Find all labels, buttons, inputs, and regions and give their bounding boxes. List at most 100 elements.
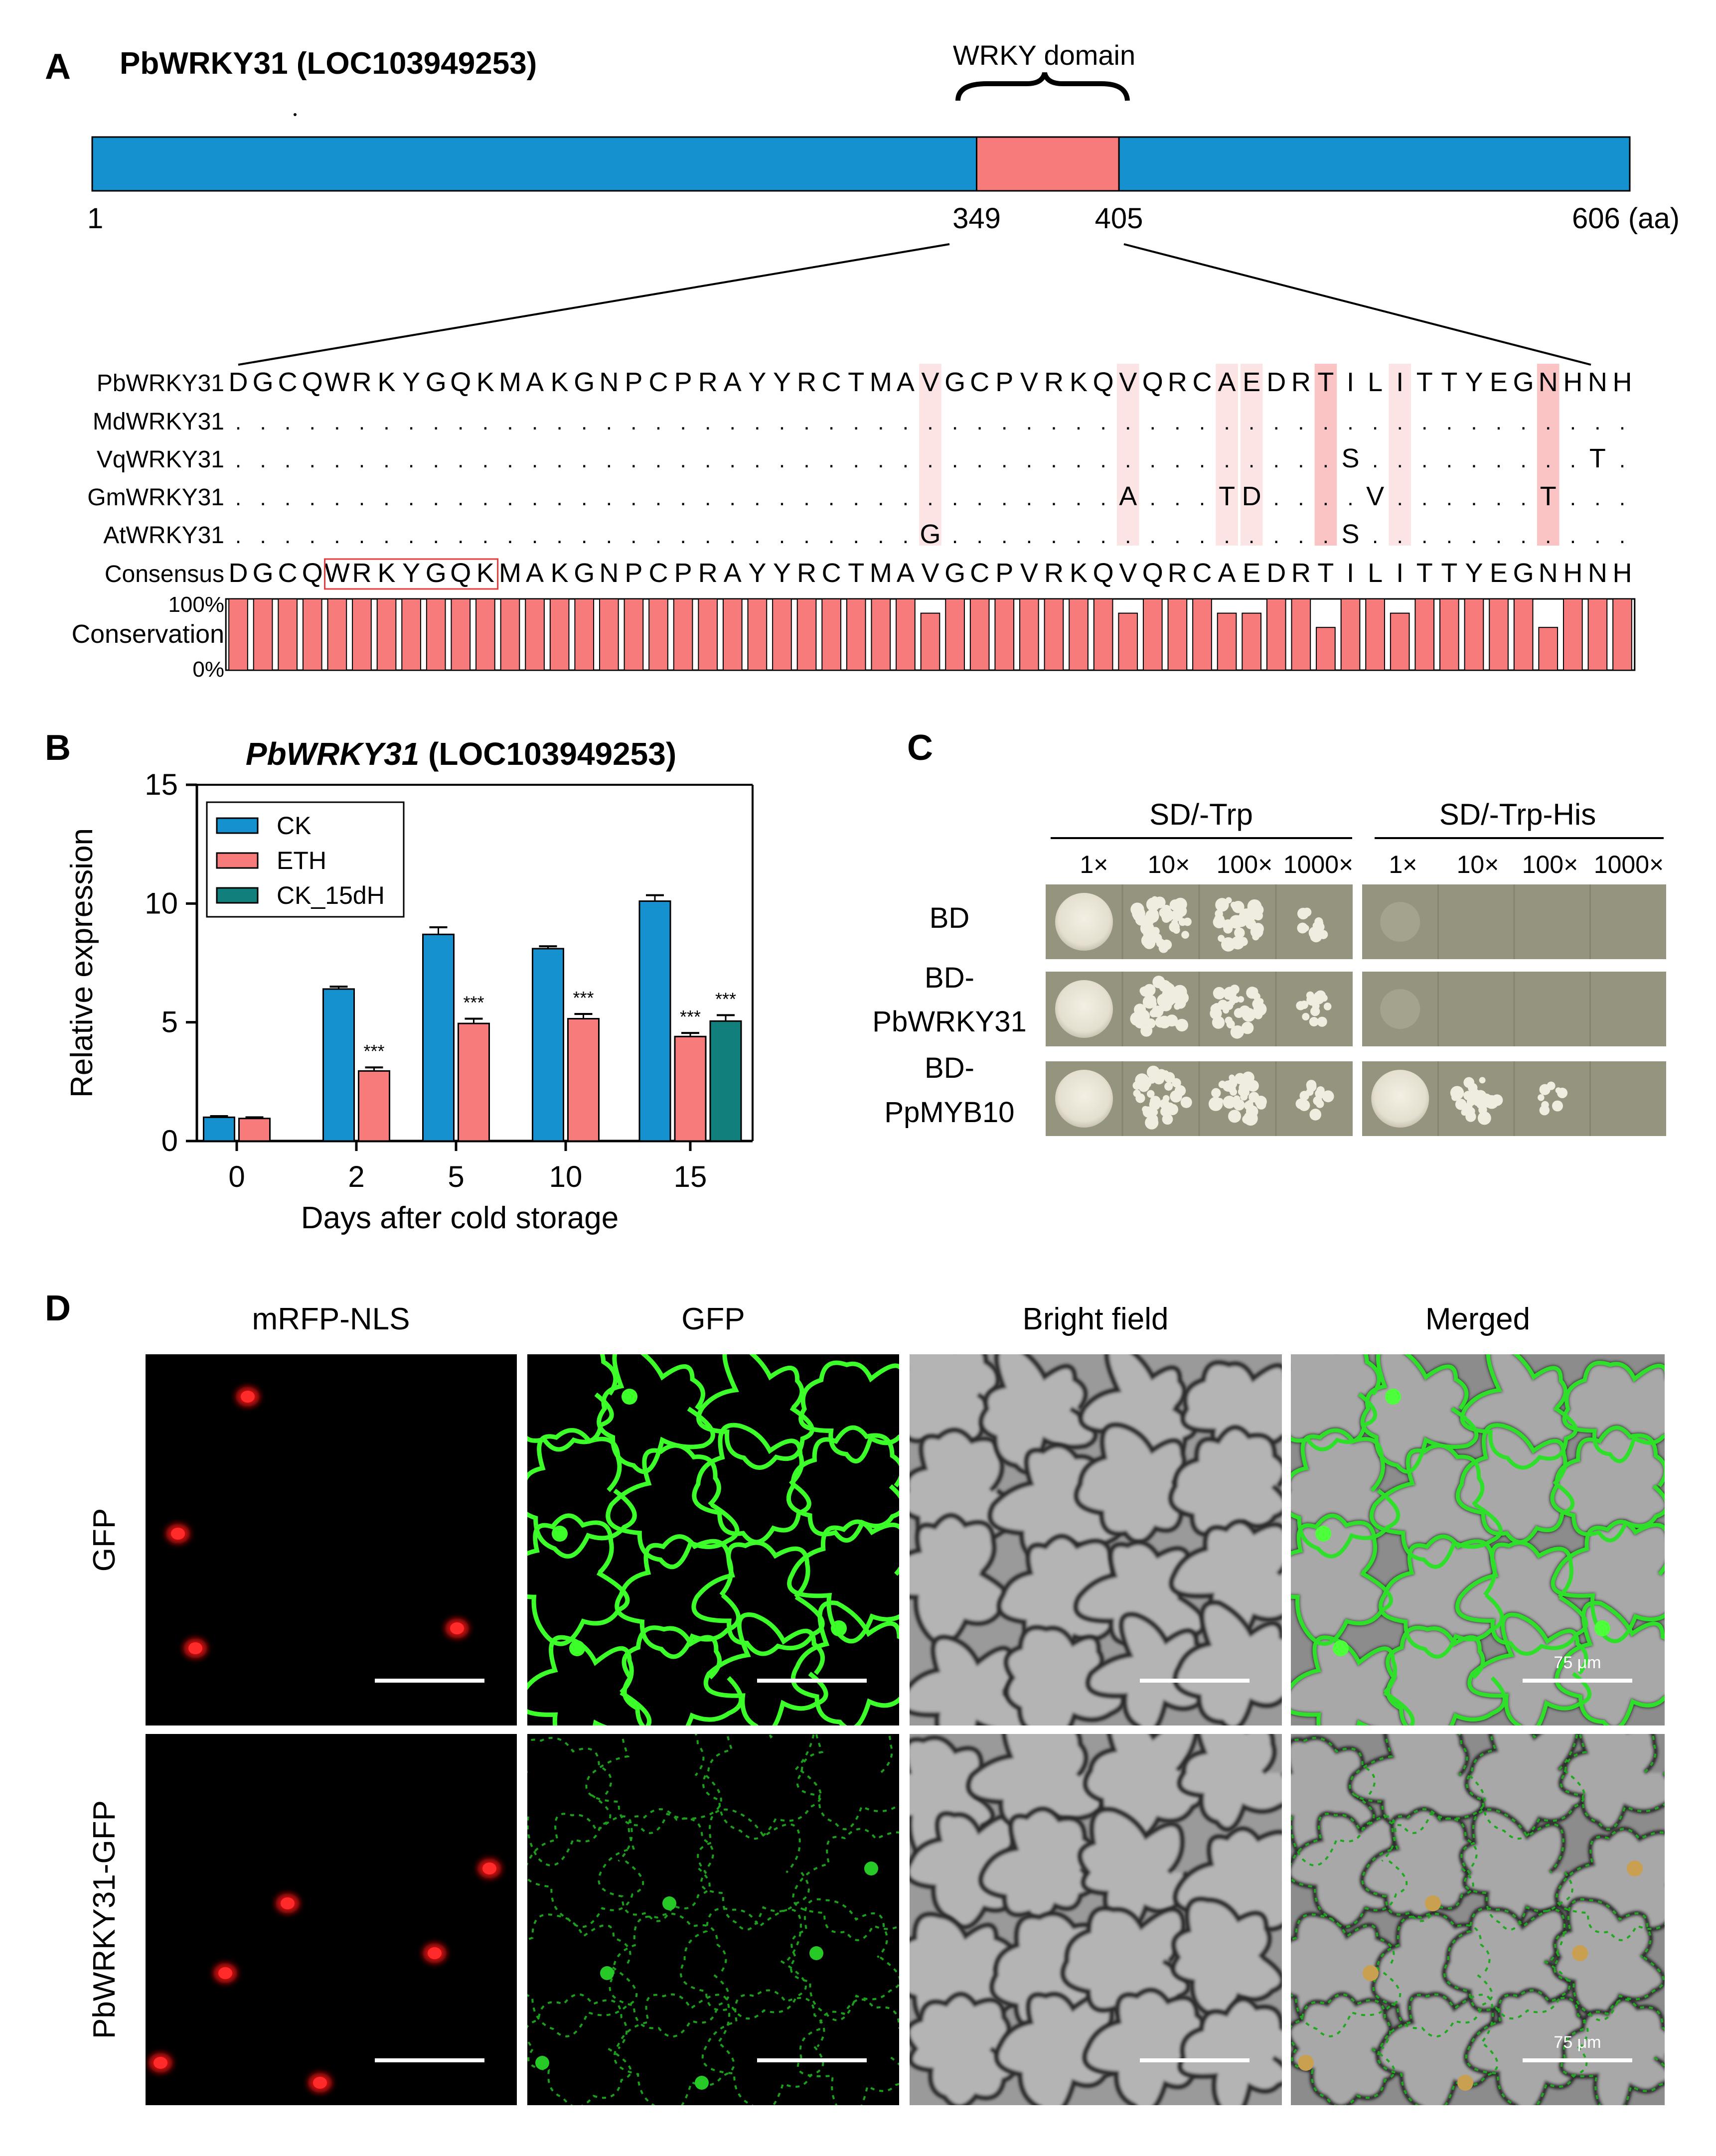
cell-wall (1177, 1734, 1282, 1832)
residue: . (779, 524, 785, 548)
yeast-spot (1371, 1070, 1429, 1128)
legend-swatch (216, 817, 259, 834)
medium-label: SD/-Trp (1149, 798, 1253, 831)
residue: . (1570, 524, 1576, 548)
merged-nucleus (1425, 1895, 1441, 1911)
residue: . (1150, 448, 1156, 472)
cell-wall (910, 1513, 1012, 1647)
conservation-bar (352, 598, 372, 671)
y-axis-label: Relative expression (65, 828, 99, 1098)
position-tick-label: 1 (87, 202, 103, 235)
conservation-bar (673, 598, 693, 671)
residue: . (754, 410, 760, 434)
merged-gfp-membrane (1369, 1443, 1503, 1569)
residue: P (624, 367, 642, 397)
legend-swatch (216, 887, 259, 904)
colony (1555, 1087, 1561, 1094)
rfp-nucleus-core (154, 2057, 167, 2069)
residue: Y (402, 367, 420, 397)
residue: . (1298, 486, 1304, 510)
dilution-label: 10× (1457, 851, 1499, 878)
colony (1230, 1025, 1244, 1039)
gfp-nucleus (831, 1620, 847, 1636)
colony (1455, 1099, 1467, 1110)
residue: A (1218, 367, 1236, 397)
merged-gfp-membrane (1562, 1361, 1665, 1463)
colony (1244, 1101, 1253, 1111)
residue: P (624, 558, 642, 588)
residue: . (1174, 524, 1180, 548)
variable-column-highlight (1240, 364, 1263, 546)
residue: I (1396, 367, 1404, 397)
residue: . (1471, 486, 1477, 510)
residue: . (1125, 448, 1131, 472)
colony (1310, 1006, 1320, 1016)
residue: . (952, 410, 958, 434)
y-tick-label: 5 (161, 1006, 178, 1039)
residue: . (408, 486, 414, 510)
residue: S (1342, 443, 1360, 473)
colony (1146, 1065, 1160, 1079)
rfp-nucleus-core (281, 1897, 295, 1909)
panel-c-label: C (907, 728, 933, 768)
residue: Q (450, 558, 471, 588)
residue: . (1051, 410, 1057, 434)
colony (1479, 1077, 1486, 1084)
residue: . (1446, 410, 1452, 434)
colony (1538, 1094, 1545, 1101)
significance-marker: *** (363, 1041, 384, 1061)
dilution-label: 10× (1148, 851, 1190, 878)
colony (1155, 1016, 1167, 1028)
residue: . (853, 448, 859, 472)
residue: Q (302, 558, 323, 588)
residue: Y (773, 558, 791, 588)
expression-bar-chart: 0 5 10 15 Relative expression Days after cold… (65, 768, 754, 1235)
residue: M (870, 367, 892, 397)
rfp-nucleus-core (218, 1967, 232, 1979)
variable-column-highlight (1314, 364, 1337, 546)
residue: . (680, 524, 686, 548)
colony (1234, 937, 1245, 947)
merged-cells (1291, 1734, 1665, 2105)
conservation-bar (302, 598, 322, 671)
residue: . (878, 448, 884, 472)
conservation-bottom-label: 0% (192, 657, 224, 682)
colony (1217, 1098, 1224, 1104)
colony (1181, 931, 1189, 939)
panel-d-label: D (45, 1289, 71, 1328)
residue: T (1416, 367, 1433, 397)
cell-wall (1552, 1896, 1665, 2023)
colony (1150, 1096, 1161, 1107)
merged-nucleus (1333, 1640, 1349, 1656)
residue: G (1513, 367, 1534, 397)
cell-wall (1169, 1519, 1282, 1644)
residue: . (1001, 524, 1007, 548)
colony (1451, 1094, 1459, 1101)
cell-wall (1086, 1612, 1211, 1725)
residue: C (1192, 558, 1212, 588)
conservation-top-label: 100% (168, 592, 224, 617)
significance-marker: *** (463, 993, 484, 1013)
colony (1173, 926, 1180, 934)
wrky-domain-block (976, 136, 1120, 192)
residue: G (944, 558, 965, 588)
residue: . (1496, 410, 1502, 434)
residue: . (1323, 448, 1329, 472)
micrograph-0-1 (527, 1354, 899, 1725)
micrograph-0-2 (910, 1354, 1282, 1725)
residue: . (581, 486, 587, 510)
residue: . (927, 410, 933, 434)
residue: . (1446, 524, 1452, 548)
residue: N (1539, 558, 1558, 588)
colony (1161, 909, 1174, 922)
colony (1223, 987, 1237, 1000)
conservation-axis-label: Conservation (72, 620, 224, 649)
residue: . (1150, 524, 1156, 548)
residue: D (229, 367, 248, 397)
residue: V (921, 367, 939, 397)
residue: V (1119, 367, 1137, 397)
residue: P (995, 558, 1013, 588)
residue: D (229, 558, 248, 588)
residue: V (1119, 558, 1137, 588)
cell-wall (1168, 1425, 1282, 1543)
